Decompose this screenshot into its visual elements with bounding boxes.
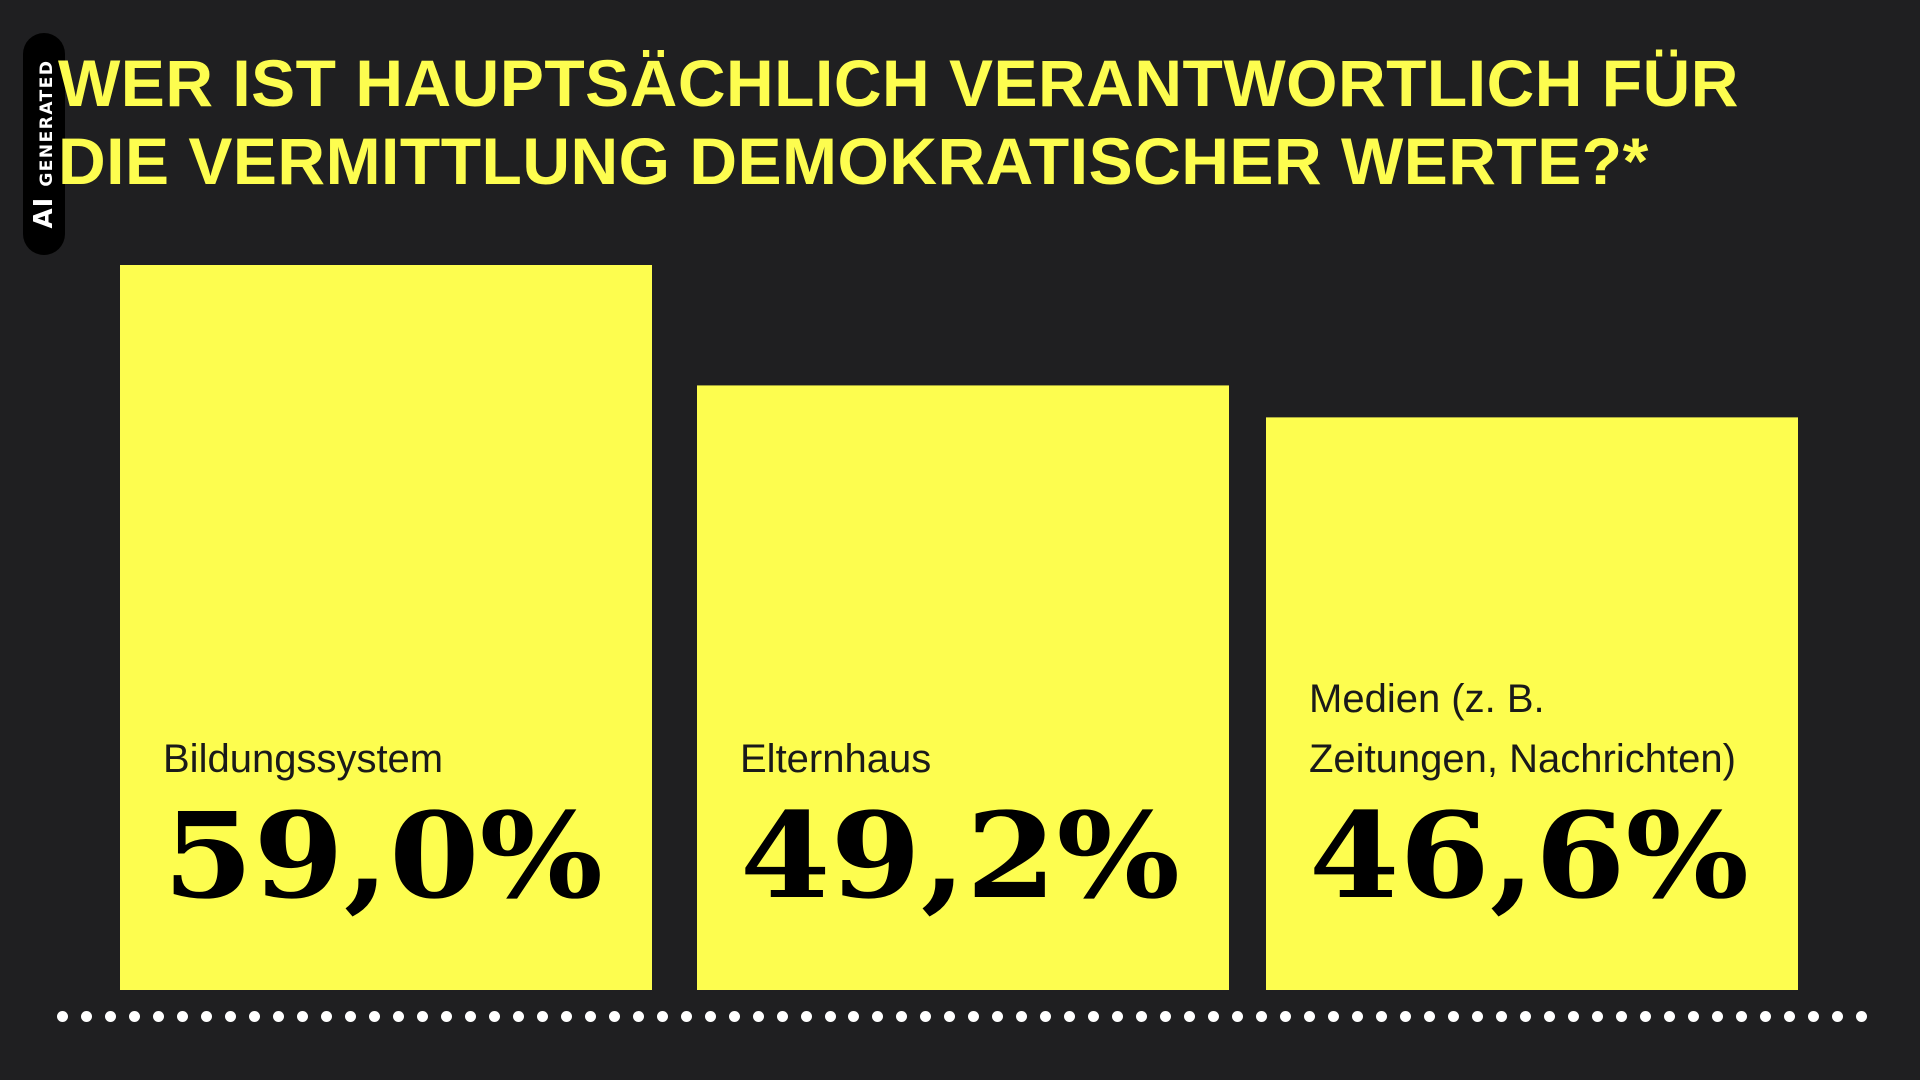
divider-dot: [512, 1010, 524, 1022]
divider-dot: [1687, 1010, 1699, 1022]
divider-dot: [248, 1010, 260, 1022]
divider-dot: [536, 1010, 548, 1022]
divider-dot: [176, 1010, 188, 1022]
divider-dot: [1759, 1010, 1771, 1022]
divider-dot: [368, 1010, 380, 1022]
divider-dot: [968, 1010, 980, 1022]
divider-dot: [296, 1010, 308, 1022]
divider-dot: [152, 1010, 164, 1022]
bar-value-label-3: 46,6%: [1309, 786, 1749, 925]
divider-dot: [1400, 1010, 1412, 1022]
divider-dot: [656, 1010, 668, 1022]
divider-dot: [200, 1010, 212, 1022]
divider-dot: [1256, 1010, 1268, 1022]
divider-dot: [272, 1010, 284, 1022]
divider-dot: [104, 1010, 116, 1022]
divider-dot: [728, 1010, 740, 1022]
divider-dot: [1304, 1010, 1316, 1022]
divider-dot: [128, 1010, 140, 1022]
divider-dot: [752, 1010, 764, 1022]
divider-dot: [1016, 1010, 1028, 1022]
bar-category-label-1: Bildungssystem: [163, 737, 443, 781]
divider-dot: [224, 1010, 236, 1022]
divider-dot: [1807, 1010, 1819, 1022]
divider-dot: [896, 1010, 908, 1022]
divider-dot: [1831, 1010, 1843, 1022]
bar-value-label-2: 49,2%: [740, 786, 1180, 925]
divider-dot: [1855, 1010, 1867, 1022]
divider-dot: [1064, 1010, 1076, 1022]
divider-dot: [1592, 1010, 1603, 1022]
divider-dot: [1376, 1010, 1388, 1022]
divider-dot: [320, 1010, 332, 1022]
divider-dot: [1088, 1010, 1100, 1022]
divider-dot: [680, 1010, 692, 1022]
chart-title: WER IST HAUPTSÄCHLICH VERANTWORTLICH FÜR…: [58, 44, 1898, 200]
divider-dot: [488, 1010, 500, 1022]
divider-dot: [1735, 1010, 1747, 1022]
chart-title-line-1: WER IST HAUPTSÄCHLICH VERANTWORTLICH FÜR: [58, 46, 1739, 120]
divider-dot: [464, 1010, 476, 1022]
divider-dot: [1615, 1010, 1627, 1022]
divider-dot: [1280, 1010, 1292, 1022]
bar-category-label-3-line-2: Zeitungen, Nachrichten): [1309, 737, 1736, 781]
chart-title-line-2: DIE VERMITTLUNG DEMOKRATISCHER WERTE?*: [58, 124, 1649, 198]
divider-dot: [1424, 1010, 1436, 1022]
divider-dot: [1544, 1010, 1556, 1022]
bar-value-label-1: 59,0%: [163, 786, 603, 925]
divider-dot: [872, 1010, 884, 1022]
divider-dot: [1136, 1010, 1148, 1022]
divider-dot: [1112, 1010, 1124, 1022]
divider-dot: [1711, 1010, 1723, 1022]
divider-dot: [848, 1010, 860, 1022]
divider-dot: [1352, 1010, 1364, 1022]
divider-dot: [416, 1010, 428, 1022]
divider-dot: [584, 1010, 596, 1022]
divider-dot: [1208, 1010, 1220, 1022]
divider-dot: [632, 1010, 644, 1022]
divider-dot: [920, 1010, 932, 1022]
divider-dot: [824, 1010, 836, 1022]
divider-dot: [1448, 1010, 1460, 1022]
divider-dot: [440, 1010, 452, 1022]
divider-dot: [57, 1010, 68, 1022]
divider-dot: [80, 1010, 92, 1022]
bar-2: [697, 385, 1229, 991]
bar-category-label-3-line-1: Medien (z. B.: [1309, 677, 1545, 721]
divider-dot: [1568, 1010, 1580, 1022]
divider-dot: [1496, 1010, 1508, 1022]
divider-dot: [1472, 1010, 1484, 1022]
divider-dot: [1160, 1010, 1172, 1022]
divider-dot: [1663, 1010, 1675, 1022]
divider-dot: [344, 1010, 356, 1022]
divider-dot: [1520, 1010, 1532, 1022]
divider-dot: [1232, 1010, 1244, 1022]
divider-dot: [1328, 1010, 1340, 1022]
divider-dot: [800, 1010, 812, 1022]
ai-generated-badge: AI GENERATED: [23, 33, 65, 255]
divider-dot: [1040, 1010, 1052, 1022]
divider-dot: [608, 1010, 620, 1022]
divider-dot: [1783, 1010, 1795, 1022]
divider-dot: [776, 1010, 788, 1022]
dotted-divider: [57, 1010, 1867, 1022]
divider-dot: [944, 1010, 956, 1022]
divider-dot: [992, 1010, 1004, 1022]
divider-dot: [1639, 1010, 1651, 1022]
bar-3: [1266, 417, 1798, 990]
divider-dot: [560, 1010, 572, 1022]
divider-dot: [392, 1010, 404, 1022]
divider-dot: [704, 1010, 716, 1022]
bar-category-label-2: Elternhaus: [740, 737, 931, 781]
divider-dot: [1184, 1010, 1196, 1022]
bar-1: [120, 265, 652, 990]
